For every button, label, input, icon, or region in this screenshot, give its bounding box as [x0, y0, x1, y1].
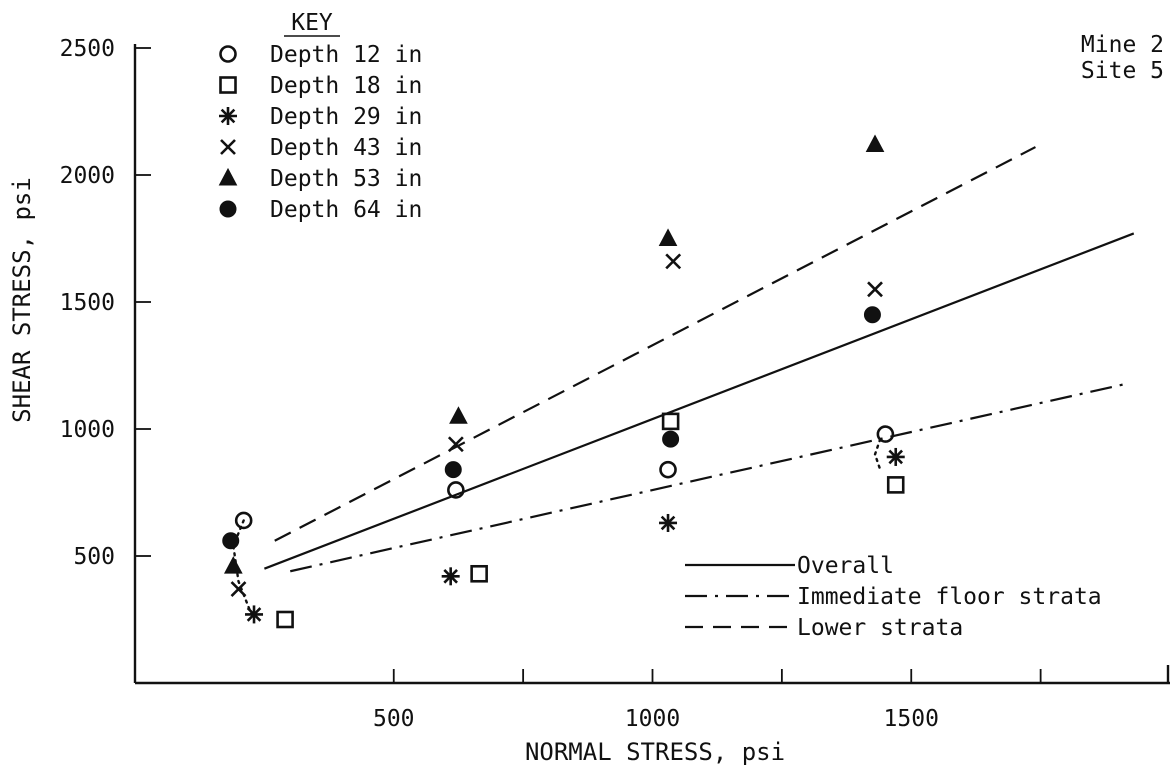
x-stroke	[220, 139, 236, 155]
legend-label: Lower strata	[797, 615, 963, 641]
data-point-open-circle	[447, 481, 465, 499]
data-point-filled-circle	[444, 461, 462, 479]
open-circle-shape	[659, 460, 677, 479]
open-circle-shape	[219, 45, 237, 63]
open-square-shape	[886, 476, 905, 494]
data-point-asterisk	[441, 567, 460, 586]
data-point-open-square	[276, 610, 294, 629]
key-marker-open-circle	[219, 45, 237, 63]
asterisk-stroke	[888, 449, 904, 465]
filled-circle-shape	[222, 532, 240, 550]
triangle-shape	[449, 406, 468, 424]
data-point-asterisk	[245, 605, 264, 624]
x-stroke	[230, 581, 247, 597]
fit-lines	[263, 146, 1135, 573]
data-point-open-circle	[876, 425, 895, 443]
filled-circle-shape	[444, 461, 462, 479]
key-marker-asterisk	[219, 107, 237, 125]
data-point-filled-circle	[863, 306, 881, 324]
data-point-open-circle	[659, 460, 677, 479]
open-square-shape	[470, 564, 488, 583]
data-points	[222, 134, 905, 629]
fit-line-solid	[263, 232, 1135, 570]
filled-circle-shape	[863, 306, 881, 324]
x-axis-title: NORMAL STRESS, psi	[525, 738, 785, 766]
data-point-filled-triangle	[449, 406, 468, 424]
dotted-links	[232, 437, 882, 616]
triangle-shape	[865, 134, 885, 153]
key-label: Depth 12 in	[270, 42, 422, 68]
open-circle-shape	[447, 481, 465, 499]
y-tick-label: 500	[73, 544, 115, 570]
key-title: KEY	[291, 10, 333, 36]
triangle-shape	[223, 556, 243, 574]
legend-label: Immediate floor strata	[797, 584, 1102, 610]
x-stroke	[447, 436, 464, 453]
open-circle-shape	[234, 511, 253, 530]
data-point-asterisk	[886, 447, 905, 466]
data-point-open-circle	[234, 511, 253, 530]
key-label: Depth 53 in	[270, 166, 422, 192]
open-circle-shape	[876, 425, 895, 443]
data-point-x	[447, 436, 464, 453]
x-stroke	[665, 253, 682, 270]
key-marker-x	[220, 139, 236, 155]
key-label: Depth 29 in	[270, 104, 422, 130]
dotted-link	[232, 519, 253, 616]
line-legend: Overall Immediate floor strata Lower strat…	[685, 553, 1102, 641]
y-tick-label: 1500	[60, 290, 115, 316]
marker-key: KEY Depth 12 in Depth 18 in Depth 29 in Dep…	[218, 10, 422, 223]
data-point-open-square	[886, 476, 905, 494]
key-label: Depth 43 in	[270, 135, 422, 161]
x-tick-label: 1500	[884, 706, 939, 732]
asterisk-stroke	[246, 607, 262, 622]
data-point-x	[867, 281, 883, 298]
x-tick-label: 1000	[625, 706, 680, 732]
y-axis-title: SHEAR STRESS, psi	[8, 177, 36, 423]
open-square-shape	[219, 76, 237, 94]
fit-line-dash-dot	[290, 382, 1129, 573]
data-point-filled-circle	[662, 430, 680, 448]
data-point-filled-triangle	[658, 228, 678, 246]
key-label: Depth 18 in	[270, 73, 422, 99]
triangle-shape	[658, 228, 678, 246]
data-point-filled-circle	[222, 532, 240, 550]
legend-label: Overall	[797, 553, 894, 579]
key-marker-filled-triangle	[218, 167, 238, 186]
data-point-x	[665, 253, 682, 270]
dotted-link	[873, 437, 882, 471]
open-square-shape	[276, 610, 294, 629]
asterisk-stroke	[443, 569, 458, 584]
filled-circle-shape	[219, 200, 237, 218]
filled-circle-shape	[662, 430, 680, 448]
asterisk-stroke	[220, 108, 236, 124]
y-tick-label: 2500	[60, 36, 115, 62]
site-label: Site 5	[1081, 58, 1164, 84]
open-square-shape	[661, 412, 680, 431]
data-point-filled-triangle	[223, 556, 243, 574]
y-tick-label: 2000	[60, 163, 115, 189]
data-point-open-square	[661, 412, 680, 431]
fit-line-dashed	[274, 146, 1036, 542]
data-point-open-square	[470, 564, 488, 583]
data-point-filled-triangle	[865, 134, 885, 153]
key-label: Depth 64 in	[270, 197, 422, 223]
data-point-asterisk	[659, 513, 678, 532]
x-tick-label: 500	[373, 706, 415, 732]
triangle-shape	[218, 167, 238, 186]
asterisk-stroke	[660, 515, 676, 531]
mine-label: Mine 2	[1081, 32, 1164, 58]
data-point-x	[230, 581, 247, 597]
key-marker-filled-circle	[219, 200, 237, 218]
axis-ticks: 500 1000 1500 500 1000 1500 2000 2500	[60, 36, 1042, 732]
y-tick-label: 1000	[60, 417, 115, 443]
key-marker-open-square	[219, 76, 237, 94]
x-stroke	[867, 281, 883, 298]
